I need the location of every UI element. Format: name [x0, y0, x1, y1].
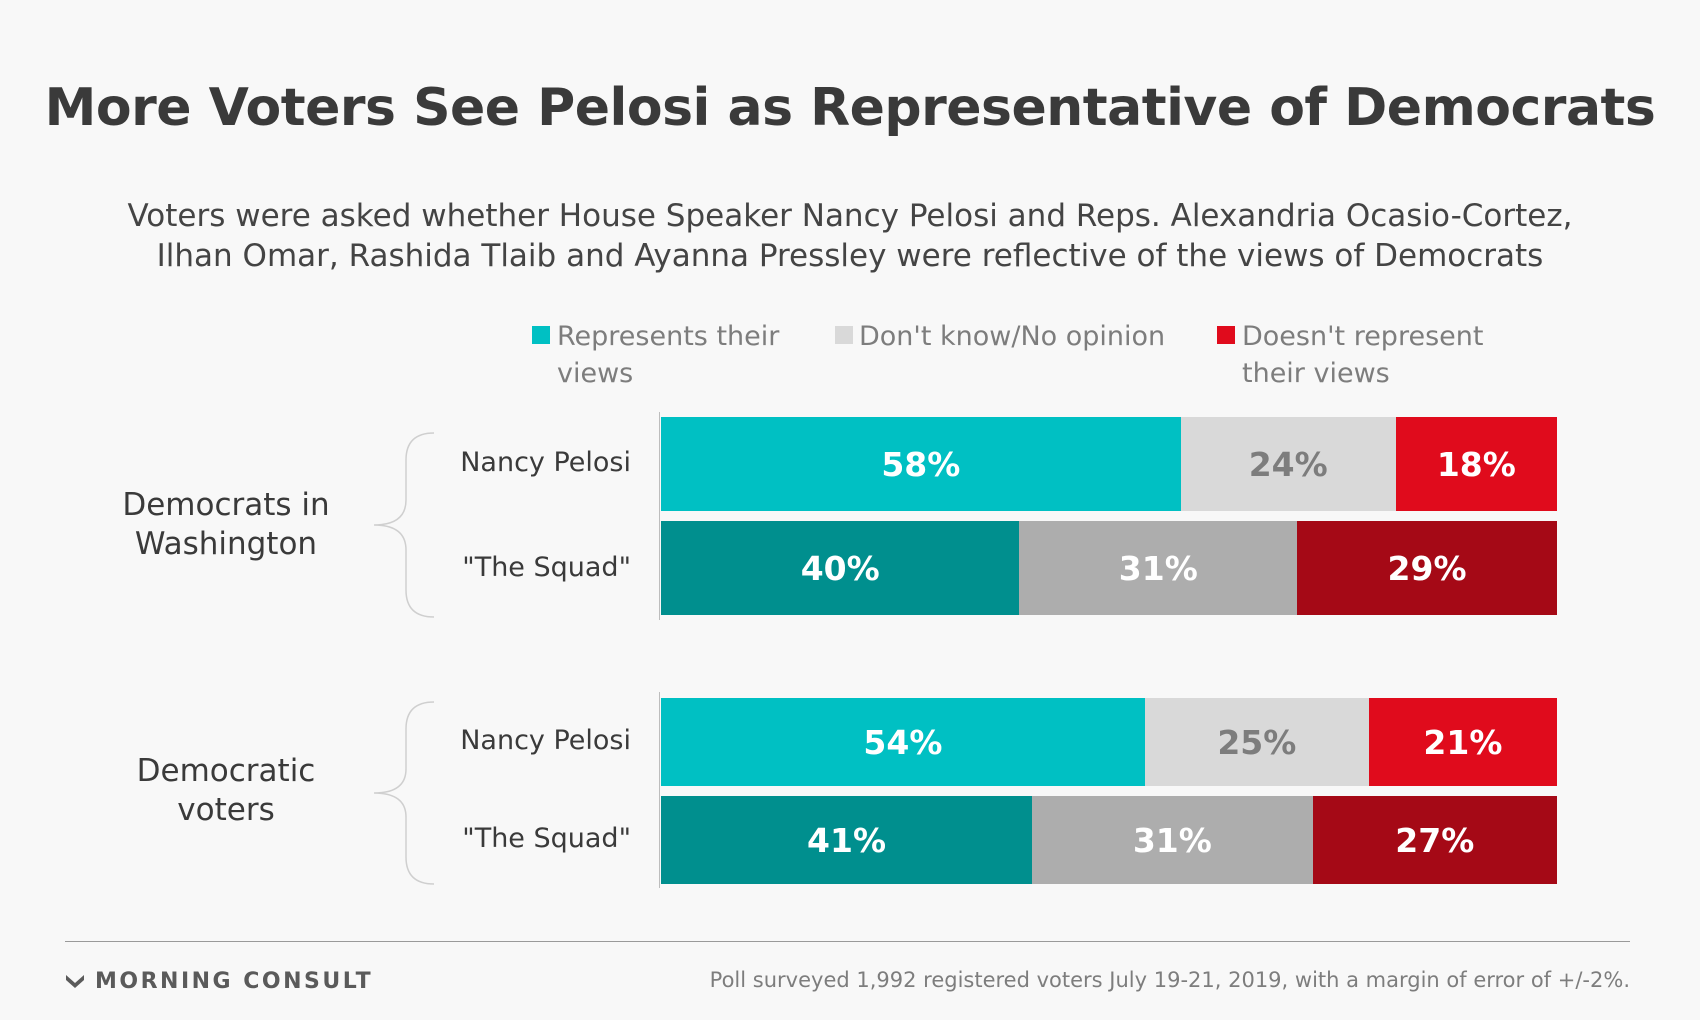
- row-label-nancy-pelosi: Nancy Pelosi: [460, 447, 631, 478]
- subtitle-line: Voters were asked whether House Speaker …: [127, 198, 1573, 234]
- legend-swatch-dont-know: [835, 326, 853, 344]
- legend-label: their views: [1242, 358, 1390, 389]
- group-label-line: voters: [177, 792, 275, 828]
- legend-label: Doesn't represent: [1242, 321, 1484, 352]
- bar-segment-doesnt-represent: 21%: [1368, 698, 1557, 786]
- bar-segment-dont-know: 24%: [1180, 417, 1396, 511]
- chart-subtitle: Voters were asked whether House Speaker …: [100, 196, 1600, 276]
- group-label-line: Democratic: [136, 753, 316, 789]
- group-bracket: [373, 432, 435, 618]
- logo-chevron-icon: [66, 974, 84, 988]
- data-label: 27%: [1395, 820, 1475, 860]
- bar-row: 40% 31% 29%: [661, 521, 1557, 615]
- footer-divider: [65, 941, 1630, 942]
- legend-label: Don't know/No opinion: [859, 321, 1166, 352]
- data-label: 54%: [863, 722, 943, 762]
- morning-consult-logo: MORNING CONSULT: [65, 969, 373, 994]
- data-label: 31%: [1118, 548, 1198, 588]
- bar-segment-represents: 54%: [661, 698, 1145, 786]
- legend-label: views: [557, 358, 634, 389]
- legend-item-doesnt-represent: Doesn't represent their views: [1242, 318, 1483, 392]
- data-label: 40%: [800, 548, 880, 588]
- legend-label: Represents their: [557, 321, 780, 352]
- axis-line: [659, 412, 660, 620]
- source-note: Poll surveyed 1,992 registered voters Ju…: [709, 968, 1630, 992]
- bar-row: 54% 25% 21%: [661, 698, 1557, 786]
- logo-text: MORNING CONSULT: [95, 969, 374, 994]
- data-label: 31%: [1132, 820, 1212, 860]
- bar-row: 58% 24% 18%: [661, 417, 1557, 511]
- row-label-the-squad: "The Squad": [462, 552, 631, 583]
- data-label: 58%: [881, 444, 961, 484]
- bar-segment-doesnt-represent: 29%: [1297, 521, 1557, 615]
- legend-item-dont-know: Don't know/No opinion: [859, 318, 1165, 355]
- data-label: 25%: [1217, 722, 1297, 762]
- legend-swatch-represents: [532, 326, 550, 344]
- bar-segment-dont-know: 31%: [1019, 521, 1298, 615]
- data-label: 24%: [1248, 444, 1328, 484]
- data-label: 18%: [1436, 444, 1516, 484]
- data-label: 41%: [807, 820, 887, 860]
- row-label-the-squad: "The Squad": [462, 823, 631, 854]
- axis-line: [659, 692, 660, 888]
- group-label-democrats-in-washington: Democrats in Washington: [106, 486, 346, 564]
- group-bracket: [373, 701, 435, 885]
- group-label-democratic-voters: Democratic voters: [106, 752, 346, 830]
- subtitle-line: Ilhan Omar, Rashida Tlaib and Ayanna Pre…: [156, 238, 1544, 274]
- bar-segment-dont-know: 25%: [1144, 698, 1369, 786]
- bar-segment-doesnt-represent: 27%: [1312, 796, 1557, 884]
- bar-row: 41% 31% 27%: [661, 796, 1557, 884]
- bar-segment-dont-know: 31%: [1032, 796, 1313, 884]
- bar-segment-represents: 58%: [661, 417, 1181, 511]
- legend-item-represents: Represents their views: [557, 318, 779, 392]
- bar-segment-represents: 40%: [661, 521, 1020, 615]
- row-label-nancy-pelosi: Nancy Pelosi: [460, 725, 631, 756]
- data-label: 29%: [1387, 548, 1467, 588]
- bar-segment-doesnt-represent: 18%: [1395, 417, 1557, 511]
- legend-swatch-doesnt-represent: [1217, 326, 1235, 344]
- data-label: 21%: [1423, 722, 1503, 762]
- bar-segment-represents: 41%: [661, 796, 1033, 884]
- group-label-line: Washington: [134, 526, 318, 562]
- group-label-line: Democrats in: [122, 487, 330, 523]
- chart-title: More Voters See Pelosi as Representative…: [44, 78, 1656, 138]
